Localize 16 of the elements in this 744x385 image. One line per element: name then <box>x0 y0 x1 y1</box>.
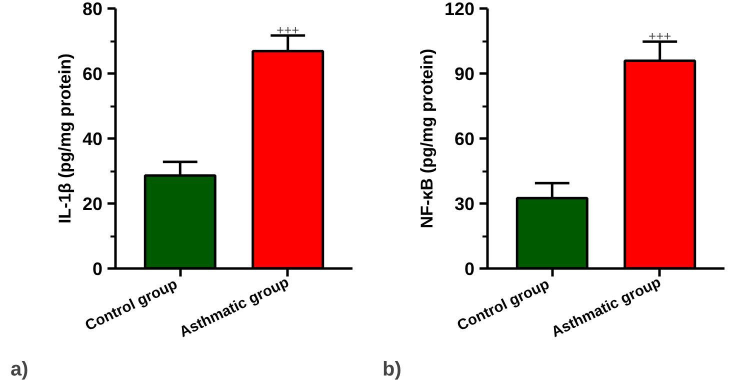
annotation: +++ <box>276 22 300 38</box>
text: a) <box>10 358 28 380</box>
y-axis-title: IL-1β (pg/mg protein) <box>55 54 74 224</box>
y-tick-label: 0 <box>464 259 475 279</box>
y-tick-label: 120 <box>444 0 475 19</box>
y-tick-label: 20 <box>82 194 103 214</box>
y-tick-label: 40 <box>82 129 103 149</box>
y-tick-label: 0 <box>92 259 103 279</box>
y-tick-label: 60 <box>454 129 475 149</box>
y-tick-label: 90 <box>454 64 475 84</box>
y-tick-label: 60 <box>82 64 103 84</box>
y-axis-title: NF-κB (pg/mg protein) <box>417 48 436 228</box>
y-tick-label: 80 <box>82 0 103 19</box>
y-tick-label: 30 <box>454 194 475 214</box>
text: b) <box>382 358 402 380</box>
annotation: +++ <box>648 28 672 44</box>
